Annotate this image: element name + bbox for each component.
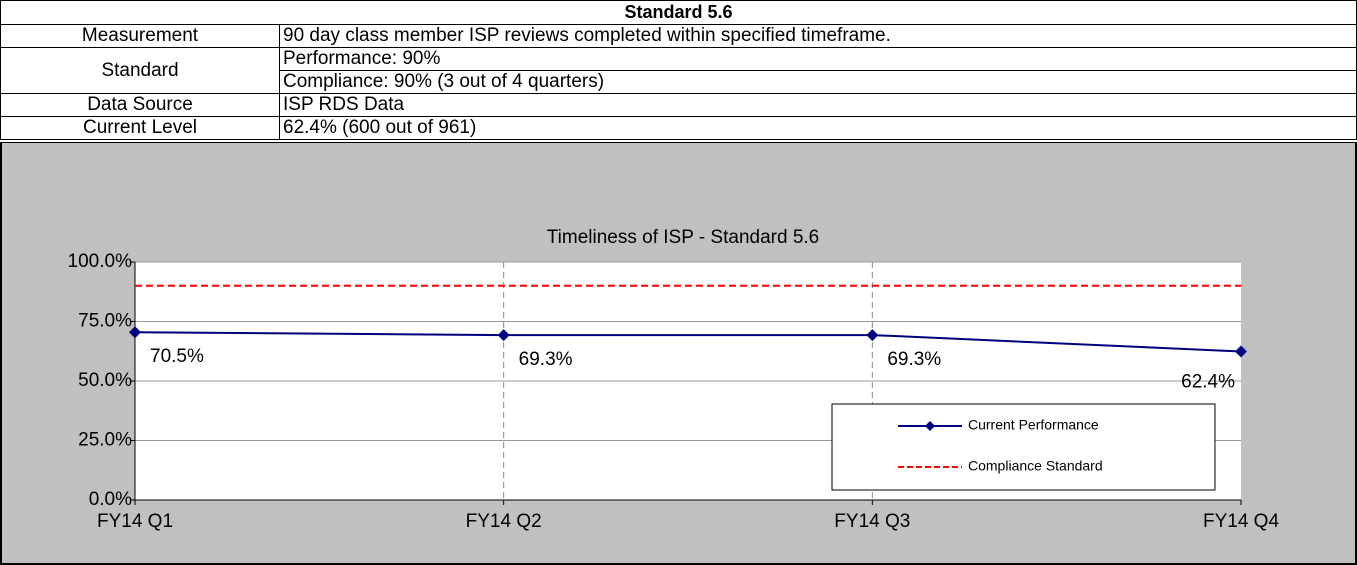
- series-line: [134, 331, 1242, 353]
- row-label: Data Source: [0, 93, 280, 117]
- row-value: ISP RDS Data: [279, 93, 1357, 117]
- table-title: Standard 5.6: [0, 0, 1357, 25]
- point-marker: [129, 326, 141, 339]
- y-tick-label: 75.0%: [78, 311, 132, 332]
- x-tick-label: FY14 Q4: [1203, 511, 1279, 532]
- standard-table: Standard 5.6 Measurement 90 day class mem…: [0, 0, 1357, 140]
- point-marker: [497, 329, 510, 342]
- row-label: Measurement: [0, 24, 280, 48]
- chart: Timeliness of ISP - Standard 5.6 0.0% 25.…: [0, 142, 1357, 565]
- legend-label: Current Performance: [968, 417, 1099, 433]
- row-value: Performance: 90%: [279, 47, 1357, 71]
- y-tick-label: 0.0%: [89, 489, 132, 510]
- chart-title: Timeliness of ISP - Standard 5.6: [547, 227, 819, 248]
- point-marker: [866, 329, 879, 342]
- y-tick-label: 25.0%: [78, 430, 132, 451]
- legend-marker: [925, 421, 935, 431]
- y-tick-label: 50.0%: [78, 370, 132, 391]
- data-label: 69.3%: [887, 349, 941, 370]
- data-label: 62.4%: [1181, 372, 1235, 393]
- row-value: Compliance: 90% (3 out of 4 quarters): [279, 70, 1357, 94]
- row-value: 90 day class member ISP reviews complete…: [279, 24, 1357, 48]
- y-tick-label: 100.0%: [68, 251, 133, 272]
- data-label: 69.3%: [519, 349, 573, 370]
- legend-label: Compliance Standard: [968, 458, 1103, 474]
- point-marker: [1235, 345, 1247, 358]
- legend-box: [831, 403, 1216, 491]
- data-label: 70.5%: [150, 346, 204, 367]
- row-label: Standard: [0, 47, 280, 94]
- row-value: 62.4% (600 out of 961): [279, 116, 1357, 140]
- x-tick-label: FY14 Q1: [97, 511, 173, 532]
- x-tick-label: FY14 Q3: [834, 511, 910, 532]
- x-tick-label: FY14 Q2: [466, 511, 542, 532]
- row-label: Current Level: [0, 116, 280, 140]
